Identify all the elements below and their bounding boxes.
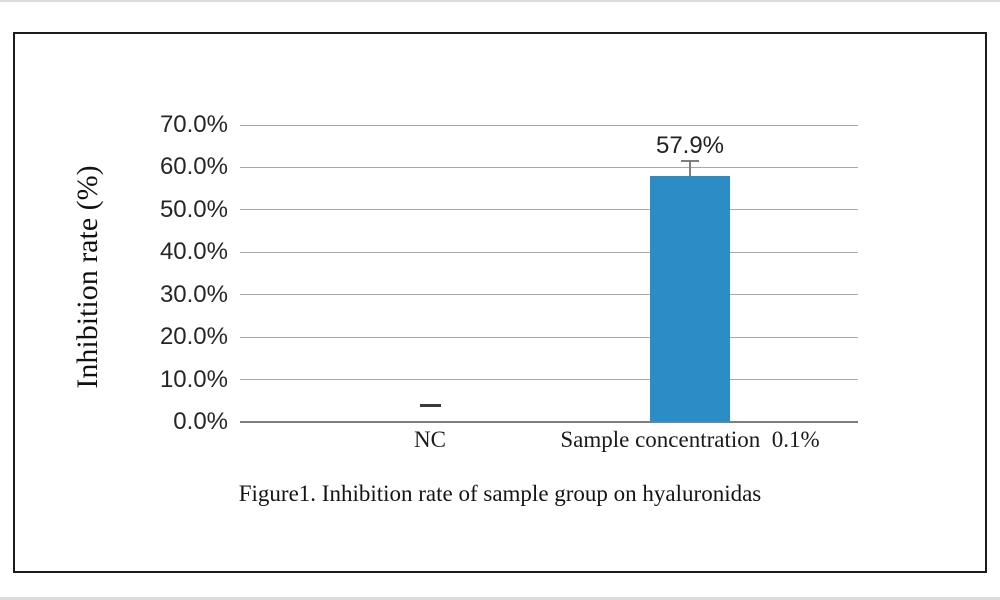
y-axis-title: Inhibition rate (%) [71, 165, 104, 389]
screenshot-top-edge [0, 0, 1000, 2]
error-bar-line [689, 161, 691, 177]
error-bar-cap [681, 160, 699, 163]
y-tick-label: 40.0% [159, 238, 228, 266]
nc-dash-marker [420, 404, 441, 408]
y-tick-label: 20.0% [159, 323, 228, 351]
gridline [240, 379, 858, 381]
gridline [240, 124, 858, 126]
gridline [240, 294, 858, 296]
y-tick-label: 30.0% [159, 280, 228, 308]
y-tick-label: 70.0% [159, 111, 228, 138]
bar-sample-concentration [650, 176, 730, 422]
gridline [240, 166, 858, 168]
figure-border-frame [13, 32, 987, 573]
figure-caption: Figure1. Inhibition rate of sample group… [238, 481, 762, 506]
x-axis-label: NC [414, 427, 446, 452]
gridline [240, 209, 858, 211]
y-tick-label: 10.0% [159, 365, 228, 393]
y-tick-label: 0.0% [173, 408, 228, 435]
y-tick-label: 60.0% [159, 153, 228, 181]
gridline [240, 251, 858, 253]
screenshot-bottom-edge [0, 597, 1000, 600]
bar-value-label: 57.9% [655, 132, 725, 160]
x-axis-label: Sample concentration 0.1% [560, 427, 820, 452]
y-tick-label: 50.0% [159, 195, 228, 223]
gridline [240, 336, 858, 338]
x-axis-line [240, 421, 858, 423]
